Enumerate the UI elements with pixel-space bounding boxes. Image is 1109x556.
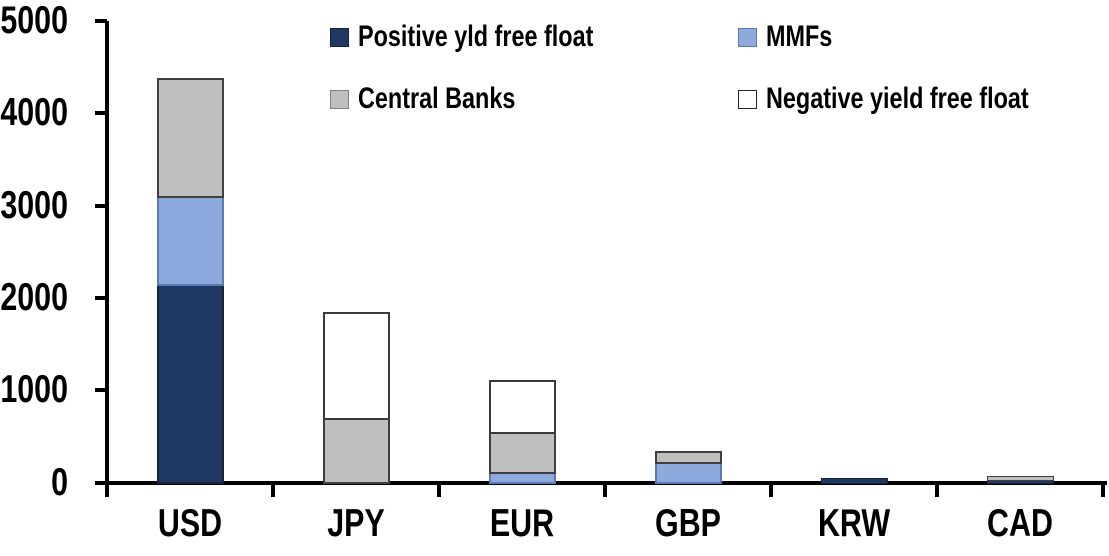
y-axis-tick: [95, 480, 107, 485]
bar-segment-gbp-central-banks: [654, 451, 722, 465]
y-tick-label: 0: [51, 460, 68, 504]
bar-segment-usd-mmfs: [156, 196, 224, 287]
y-tick-label: 2000: [0, 275, 69, 319]
legend-item-central-banks: Central Banks: [330, 83, 560, 115]
x-axis-tick: [105, 481, 109, 497]
legend-item-mmfs: MMFs: [738, 21, 851, 53]
legend-label: MMFs: [766, 20, 833, 53]
x-category-label-usd: USD: [157, 502, 223, 545]
x-category-label-eur: EUR: [489, 502, 555, 545]
bar-segment-usd-positive-yld-free-float: [156, 284, 224, 484]
y-tick-label: 1000: [0, 368, 69, 412]
y-axis-tick: [95, 203, 107, 208]
legend-label: Central Banks: [358, 82, 516, 115]
x-axis-tick: [769, 481, 773, 497]
legend-label: Negative yield free float: [766, 82, 1029, 115]
legend-item-positive-yld-free-float: Positive yld free float: [330, 21, 660, 53]
legend-label: Positive yld free float: [358, 20, 594, 53]
y-axis-tick: [95, 111, 107, 116]
bar-segment-jpy-central-banks: [322, 417, 390, 484]
x-category-label-gbp: GBP: [655, 502, 721, 545]
bar-segment-krw-positive-yld-free-float: [820, 477, 888, 484]
bar-segment-cad-central-banks: [986, 475, 1054, 482]
x-axis-tick: [603, 481, 607, 497]
legend-swatch-icon: [738, 89, 757, 109]
x-category-label-krw: KRW: [817, 502, 891, 545]
legend-item-negative-yield-free-float: Negative yield free float: [738, 83, 1103, 115]
y-tick-label: 5000: [0, 0, 69, 42]
x-category-label-jpy: JPY: [327, 502, 385, 545]
legend-swatch-icon: [330, 27, 349, 47]
legend-swatch-icon: [738, 27, 757, 47]
bar-segment-eur-negative-yield-free-float: [488, 380, 556, 434]
x-category-label-cad: CAD: [987, 502, 1053, 545]
x-axis-tick: [935, 481, 939, 497]
x-axis-tick: [1101, 481, 1105, 497]
bar-segment-usd-central-banks: [156, 78, 224, 199]
y-axis-line: [105, 21, 109, 484]
y-tick-label: 3000: [0, 183, 69, 227]
y-axis-tick: [95, 388, 107, 393]
bar-segment-gbp-mmfs: [654, 462, 722, 484]
y-axis-tick: [95, 19, 107, 23]
y-axis-tick: [95, 295, 107, 300]
x-axis-tick: [271, 481, 275, 497]
bar-segment-eur-central-banks: [488, 431, 556, 475]
y-tick-label: 4000: [0, 91, 69, 135]
x-axis-tick: [437, 481, 441, 497]
legend-swatch-icon: [330, 89, 349, 109]
bar-segment-jpy-negative-yield-free-float: [322, 311, 390, 420]
